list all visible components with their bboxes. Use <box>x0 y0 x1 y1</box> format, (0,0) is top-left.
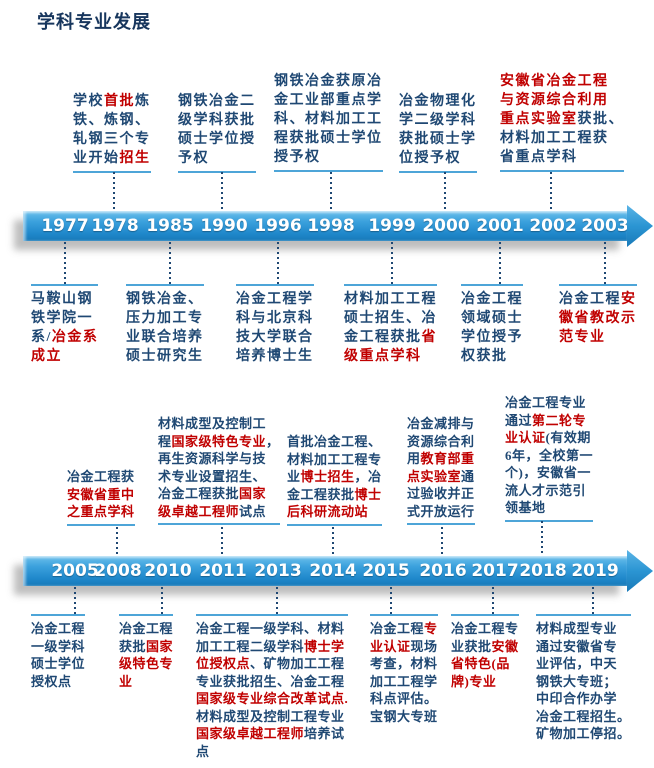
timeline-bar-2: 2005 2008 2010 2011 2013 2014 2015 2016 … <box>23 556 628 586</box>
year-label: 2013 <box>254 561 302 581</box>
dotted-connector <box>276 587 278 614</box>
note-2017: 冶金工程专 业获批安徽 省特色(品 牌)专业 <box>451 614 519 690</box>
year-label: 1985 <box>146 216 194 236</box>
dotted-connector <box>390 587 392 614</box>
year-label: 2002 <box>529 216 577 236</box>
note-1990: 钢铁冶金二 级学科获批 硕士学位授 予权 <box>178 92 256 173</box>
year-label: 1999 <box>368 216 416 236</box>
note-2002: 安徽省冶金工程 与资源综合利用 重点实验室获批、 材料加工工程获 省重点学科 <box>500 72 624 172</box>
note-2013: 冶金工程一级学科、材料 加工工程二级学科博士学 位授权点、矿物加工工程 专业获批… <box>196 614 349 760</box>
note-1977: 马鞍山钢 铁学院一 系/冶金系 成立 <box>31 284 99 366</box>
arrowhead-icon <box>627 205 653 247</box>
note-2010: 冶金工程 获批国家 级特色专 业 <box>119 614 174 690</box>
note-2003: 冶金工程安 徽省教改示 范专业 <box>559 284 637 347</box>
dotted-connector <box>541 521 543 556</box>
note-1998: 钢铁冶金获原冶 金工业部重点学 科、材料加工工 程获批硕士学位 授予权 <box>274 72 383 172</box>
note-2019: 材料成型专业 通过安徽省专 业评估，中天 钢铁大专班； 中印合作办学 冶金工程招… <box>536 614 631 743</box>
year-label: 2014 <box>309 561 357 581</box>
dotted-connector <box>277 242 279 284</box>
dotted-connector <box>444 172 446 211</box>
year-label: 2018 <box>519 561 567 581</box>
note-2014: 首批冶金工程、 材料加工工程专 业博士招生，冶 金工程获批博士 后科研流动站 <box>287 433 382 526</box>
note-1996: 冶金工程学 科与北京科 技大学联合 培养博士生 <box>236 284 314 366</box>
year-label: 2001 <box>476 216 524 236</box>
timeline-bar-1: 1977 1978 1985 1990 1996 1998 1999 2000 … <box>23 211 629 241</box>
year-label: 2010 <box>144 561 192 581</box>
note-1985: 钢铁冶金、 压力加工专 业联合培养 硕士研究生 <box>126 284 204 366</box>
year-label: 1996 <box>254 216 302 236</box>
note-2018: 冶金工程专业 通过第二轮专 业认证(有效期 6年，全校第一 个)，安徽省一 流人… <box>505 394 594 522</box>
note-2005: 冶金工程 一级学科 硕士学位 授权点 <box>31 614 86 690</box>
year-label: 2015 <box>362 561 410 581</box>
arrowhead-icon <box>627 550 653 592</box>
note-1999: 材料加工工程 硕士招生、冶 金工程获批省 级重点学科 <box>344 284 437 366</box>
year-label: 1998 <box>307 216 355 236</box>
dotted-connector <box>330 172 332 211</box>
dotted-connector <box>550 172 552 211</box>
year-label: 2003 <box>581 216 629 236</box>
dotted-connector <box>332 527 334 556</box>
dotted-connector <box>74 587 76 614</box>
note-2008: 冶金工程获 安徽省重中 之重点学科 <box>67 468 135 526</box>
year-label: 2016 <box>419 561 467 581</box>
note-2016: 冶金减排与 资源综合利 用教育部重 点实验室通 过验收并正 式开放运行 <box>407 415 475 525</box>
note-2001: 冶金工程 领域硕士 学位授予 权获批 <box>461 284 523 366</box>
dotted-connector <box>161 587 163 614</box>
dotted-connector <box>113 172 115 211</box>
year-label: 2008 <box>94 561 142 581</box>
dotted-connector <box>391 242 393 284</box>
dotted-connector <box>592 587 594 614</box>
year-label: 2005 <box>51 561 99 581</box>
dotted-connector <box>116 527 118 556</box>
note-1978: 学校首批炼 铁、炼钢、 轧钢三个专 业开始招生 <box>73 92 151 173</box>
dotted-connector <box>64 242 66 284</box>
note-2000: 冶金物理化 学二级学科 获批硕士学 位授予权 <box>399 92 477 173</box>
year-label: 2000 <box>422 216 470 236</box>
dotted-connector <box>441 527 443 556</box>
year-label: 2011 <box>199 561 247 581</box>
dotted-connector <box>221 172 223 211</box>
page-title: 学科专业发展 <box>37 12 151 32</box>
note-2011: 材料成型及控制工 程国家级特色专业， 再生资源科学与技 术专业设置招生、 冶金工… <box>158 415 280 525</box>
year-label: 1978 <box>91 216 139 236</box>
year-label: 2017 <box>471 561 519 581</box>
dotted-connector <box>492 587 494 614</box>
year-label: 2019 <box>571 561 619 581</box>
note-2015: 冶金工程专 业认证现场 考查，材料 加工工程学 科点评估。 宝钢大专班 <box>370 614 438 725</box>
year-label: 1977 <box>41 216 89 236</box>
year-label: 1990 <box>200 216 248 236</box>
dotted-connector <box>499 242 501 284</box>
dotted-connector <box>169 242 171 284</box>
dotted-connector <box>604 242 606 284</box>
dotted-connector <box>221 527 223 556</box>
